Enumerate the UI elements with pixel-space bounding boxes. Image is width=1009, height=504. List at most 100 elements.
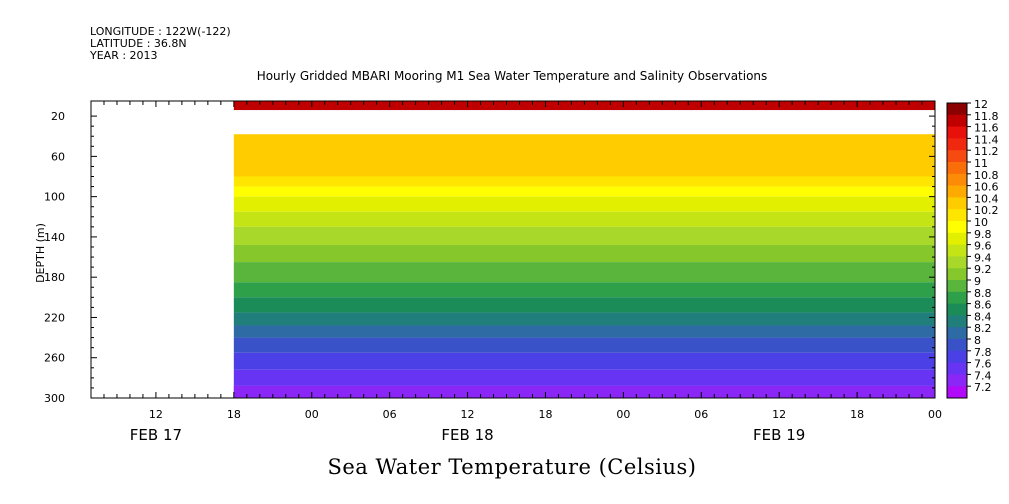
colorbar-level-label: 8.2 (974, 322, 992, 335)
x-axis-title: Sea Water Temperature (Celsius) (327, 455, 696, 479)
colorbar-frame (946, 102, 968, 399)
y-tick-label: 260 (44, 352, 65, 365)
colorbar-swatch (947, 303, 967, 316)
isotherm-band (233, 226, 936, 245)
colorbar-level-label: 11.4 (974, 133, 999, 146)
colorbar-level-label: 9 (974, 275, 981, 288)
y-tick-label: 180 (44, 271, 65, 284)
x-tick-label: 18 (850, 408, 864, 421)
colorbar-level-label: 10.2 (974, 204, 999, 217)
colorbar-level-label: 11.8 (974, 110, 999, 123)
colorbar-swatch (947, 386, 967, 399)
colorbar-level-label: 10.4 (974, 192, 999, 205)
colorbar-level-label: 9.4 (974, 251, 992, 264)
colorbar-swatch (947, 268, 967, 281)
x-tick-label: 18 (538, 408, 552, 421)
latitude-label: LATITUDE : 36.8N (90, 37, 187, 50)
colorbar-level-label: 11 (974, 157, 988, 170)
longitude-label: LONGITUDE : 122W(-122) (90, 25, 231, 38)
surface-band (233, 101, 936, 111)
colorbar-level-label: 7.4 (974, 369, 992, 382)
axes: 12 18 00 06 12 18 00 06 12 18 00 FEB 17 FEB 18 FEB 19… (44, 100, 942, 444)
y-tick-label: 20 (51, 110, 65, 123)
y-tick-label: 60 (51, 150, 65, 163)
colorbar-level-label: 11.6 (974, 122, 999, 135)
x-date-label: FEB 19 (753, 426, 805, 444)
colorbar-swatch (947, 114, 967, 128)
colorbar-level-label: 11.2 (974, 145, 999, 158)
colorbar-swatch (947, 362, 967, 375)
colorbar-level-label: 7.2 (974, 381, 992, 394)
x-tick-label: 06 (694, 408, 708, 421)
colorbar-swatch (947, 126, 967, 139)
colorbar-swatch (947, 339, 967, 352)
plot-frame (90, 100, 936, 399)
chart-title: Hourly Gridded MBARI Mooring M1 Sea Wate… (257, 69, 768, 83)
colorbar-level-label: 10 (974, 216, 988, 229)
isotherm-band (233, 244, 936, 263)
colorbar-swatch (947, 280, 967, 293)
colorbar-level-label: 9.6 (974, 240, 992, 253)
colorbar-level-label: 7.6 (974, 358, 992, 371)
colorbar-swatch (947, 197, 967, 210)
colorbar-level-label: 9.2 (974, 263, 992, 276)
y-tick-label: 220 (44, 311, 65, 324)
x-tick-label: 12 (772, 408, 786, 421)
y-axis-title: DEPTH (m) (34, 223, 47, 283)
colorbar-level-label: 7.8 (974, 346, 992, 359)
x-tick-label: 18 (227, 408, 241, 421)
isotherm-band (233, 297, 936, 313)
isotherm-band (233, 312, 936, 326)
x-tick-label: 00 (616, 408, 630, 421)
isotherm-band (233, 186, 936, 197)
x-tick-label: 12 (461, 408, 475, 421)
colorbar-level-label: 8.4 (974, 310, 992, 323)
colorbar-swatch (947, 256, 967, 269)
colorbar-swatch (947, 221, 967, 234)
x-date-label: FEB 18 (441, 426, 493, 444)
isotherm-band (233, 196, 936, 212)
colorbar-swatch (947, 173, 967, 187)
isotherm-band (233, 262, 936, 283)
colorbar-level-label: 8.6 (974, 299, 992, 312)
colorbar-swatch (947, 138, 967, 151)
isotherm-band-deepest (233, 385, 936, 398)
colorbar-swatch (947, 244, 967, 257)
isotherm-band (233, 337, 936, 353)
colorbar-swatch (947, 185, 967, 198)
isotherm-band (233, 176, 936, 187)
colorbar: 1211.811.611.411.21110.810.610.410.2109.… (946, 98, 999, 399)
y-tick-label: 140 (44, 231, 65, 244)
y-tick-label: 300 (44, 392, 65, 405)
colorbar-level-label: 12 (974, 98, 988, 111)
isotherm-band (233, 352, 936, 370)
colorbar-level-label: 10.8 (974, 169, 999, 182)
colorbar-swatch (947, 374, 967, 387)
isotherm-band (233, 282, 936, 298)
colorbar-swatch (947, 150, 967, 163)
colorbar-swatch (947, 209, 967, 222)
colorbar-swatch (947, 315, 967, 328)
y-tick-label: 100 (44, 191, 65, 204)
isotherm-band (233, 369, 936, 386)
colorbar-swatch (947, 350, 967, 364)
colorbar-swatch (947, 103, 967, 116)
plot-area (233, 101, 936, 398)
colorbar-level-label: 9.8 (974, 228, 992, 241)
x-tick-label: 06 (383, 408, 397, 421)
x-date-label: FEB 17 (130, 426, 182, 444)
x-tick-label: 00 (305, 408, 319, 421)
isotherm-band (233, 211, 936, 227)
x-tick-label: 00 (928, 408, 942, 421)
year-label: YEAR : 2013 (89, 49, 158, 62)
colorbar-level-label: 10.6 (974, 181, 999, 194)
x-tick-label: 12 (149, 408, 163, 421)
colorbar-swatch (947, 291, 967, 305)
colorbar-swatch (947, 162, 967, 175)
colorbar-level-label: 8.8 (974, 287, 992, 300)
colorbar-swatch (947, 327, 967, 340)
upper-layer-band (233, 134, 936, 177)
colorbar-level-label: 8 (974, 334, 981, 347)
colorbar-swatch (947, 232, 967, 246)
